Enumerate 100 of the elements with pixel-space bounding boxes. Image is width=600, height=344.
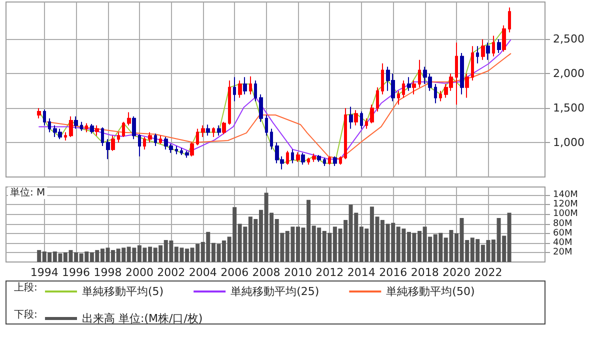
candlestick — [69, 116, 73, 138]
y-tick-label: 40M — [553, 238, 572, 248]
candlestick — [502, 24, 506, 52]
candlestick — [412, 80, 416, 95]
x-tick-label: 2020 — [442, 266, 471, 279]
candlestick — [339, 156, 342, 166]
y-tick-label: 1,000 — [553, 136, 584, 150]
candlestick — [460, 52, 464, 95]
candlestick — [259, 94, 263, 122]
candlestick — [85, 122, 88, 133]
candlestick — [185, 150, 189, 158]
candlestick — [159, 135, 162, 144]
candlestick — [154, 133, 157, 146]
candlestick — [233, 76, 236, 102]
candlestick — [354, 110, 358, 126]
candlestick — [402, 80, 405, 98]
candlestick — [37, 108, 41, 119]
candlestick — [90, 123, 94, 134]
candlestick — [418, 59, 421, 88]
candlestick — [74, 116, 78, 130]
legend-label: 単純移動平均(50) — [386, 285, 475, 298]
candlestick — [148, 132, 152, 144]
candlestick — [471, 46, 474, 82]
candlestick — [243, 76, 247, 95]
candlestick — [307, 157, 310, 166]
y-tick-label: 120M — [553, 200, 578, 210]
x-tick-label: 1998 — [94, 266, 122, 279]
y-tick-label: 140M — [553, 190, 578, 200]
x-tick-label: 2016 — [379, 266, 408, 279]
candlestick — [238, 80, 242, 98]
candlestick — [323, 157, 326, 166]
candlestick — [465, 73, 469, 98]
candlestick — [217, 124, 221, 136]
candlestick — [180, 148, 183, 156]
candlestick — [476, 46, 479, 64]
candlestick — [508, 7, 511, 33]
y-tick-label: 2,000 — [553, 67, 584, 80]
candlestick — [143, 136, 146, 150]
candlestick — [360, 111, 363, 130]
x-tick-label: 2012 — [316, 266, 344, 279]
candlestick — [301, 152, 305, 166]
x-tick-label: 1996 — [62, 266, 90, 279]
candlestick — [117, 132, 120, 144]
candlestick — [291, 148, 294, 164]
candlestick — [370, 104, 374, 124]
y-tick-label: 20M — [553, 247, 572, 258]
text: 下段: — [14, 308, 38, 320]
candlestick — [132, 116, 136, 140]
text: 上段: — [14, 282, 38, 294]
candlestick — [376, 86, 379, 112]
candlestick — [249, 76, 252, 95]
x-tick-label: 1994 — [30, 266, 58, 279]
candlestick — [111, 135, 115, 152]
candlestick — [95, 124, 99, 136]
x-tick-label: 2022 — [474, 266, 502, 279]
candlestick — [43, 108, 46, 126]
candlestick — [344, 108, 347, 160]
legend-label: 出来高 単位:(M株/口/枚) — [82, 312, 203, 325]
candlestick — [64, 132, 67, 141]
candlestick — [265, 114, 268, 136]
legend-label: 単純移動平均(5) — [82, 285, 164, 298]
candlestick — [296, 152, 300, 162]
candlestick — [486, 42, 490, 60]
candlestick — [286, 150, 289, 166]
candlestick — [254, 80, 257, 102]
y-tick-label: 60M — [553, 228, 572, 238]
candlestick — [349, 106, 353, 130]
candlestick — [222, 121, 226, 135]
candlestick — [492, 35, 495, 57]
candlestick — [196, 128, 199, 146]
x-tick-label: 2014 — [347, 266, 376, 279]
candlestick — [333, 156, 337, 166]
candlestick — [439, 90, 442, 102]
candlestick — [381, 62, 384, 95]
y-tick-label: 2,500 — [553, 32, 584, 46]
candlestick — [122, 121, 125, 138]
x-tick-label: 2006 — [220, 266, 249, 279]
candlestick — [497, 38, 501, 54]
candlestick — [397, 90, 400, 106]
candlestick — [212, 126, 215, 138]
candlestick — [228, 80, 231, 126]
candlestick — [481, 38, 485, 60]
y-tick-label: 80M — [553, 218, 572, 229]
x-tick-label: 2018 — [410, 266, 439, 279]
x-tick-label: 2000 — [125, 266, 154, 279]
candlestick — [80, 121, 83, 132]
annotation: 単位: M — [10, 186, 46, 198]
y-tick-label: 1,500 — [553, 102, 584, 115]
candlestick — [365, 118, 368, 130]
y-tick-label: 100M — [553, 209, 578, 220]
candlestick — [138, 134, 141, 157]
x-tick-label: 2004 — [188, 266, 217, 279]
candlestick — [407, 76, 411, 92]
candlestick — [312, 153, 316, 162]
candlestick — [270, 128, 273, 150]
legend-label: 単純移動平均(25) — [230, 285, 320, 298]
candlestick — [317, 154, 321, 162]
candlestick — [127, 112, 131, 126]
x-tick-label: 2002 — [157, 266, 186, 279]
candlestick — [190, 142, 194, 157]
